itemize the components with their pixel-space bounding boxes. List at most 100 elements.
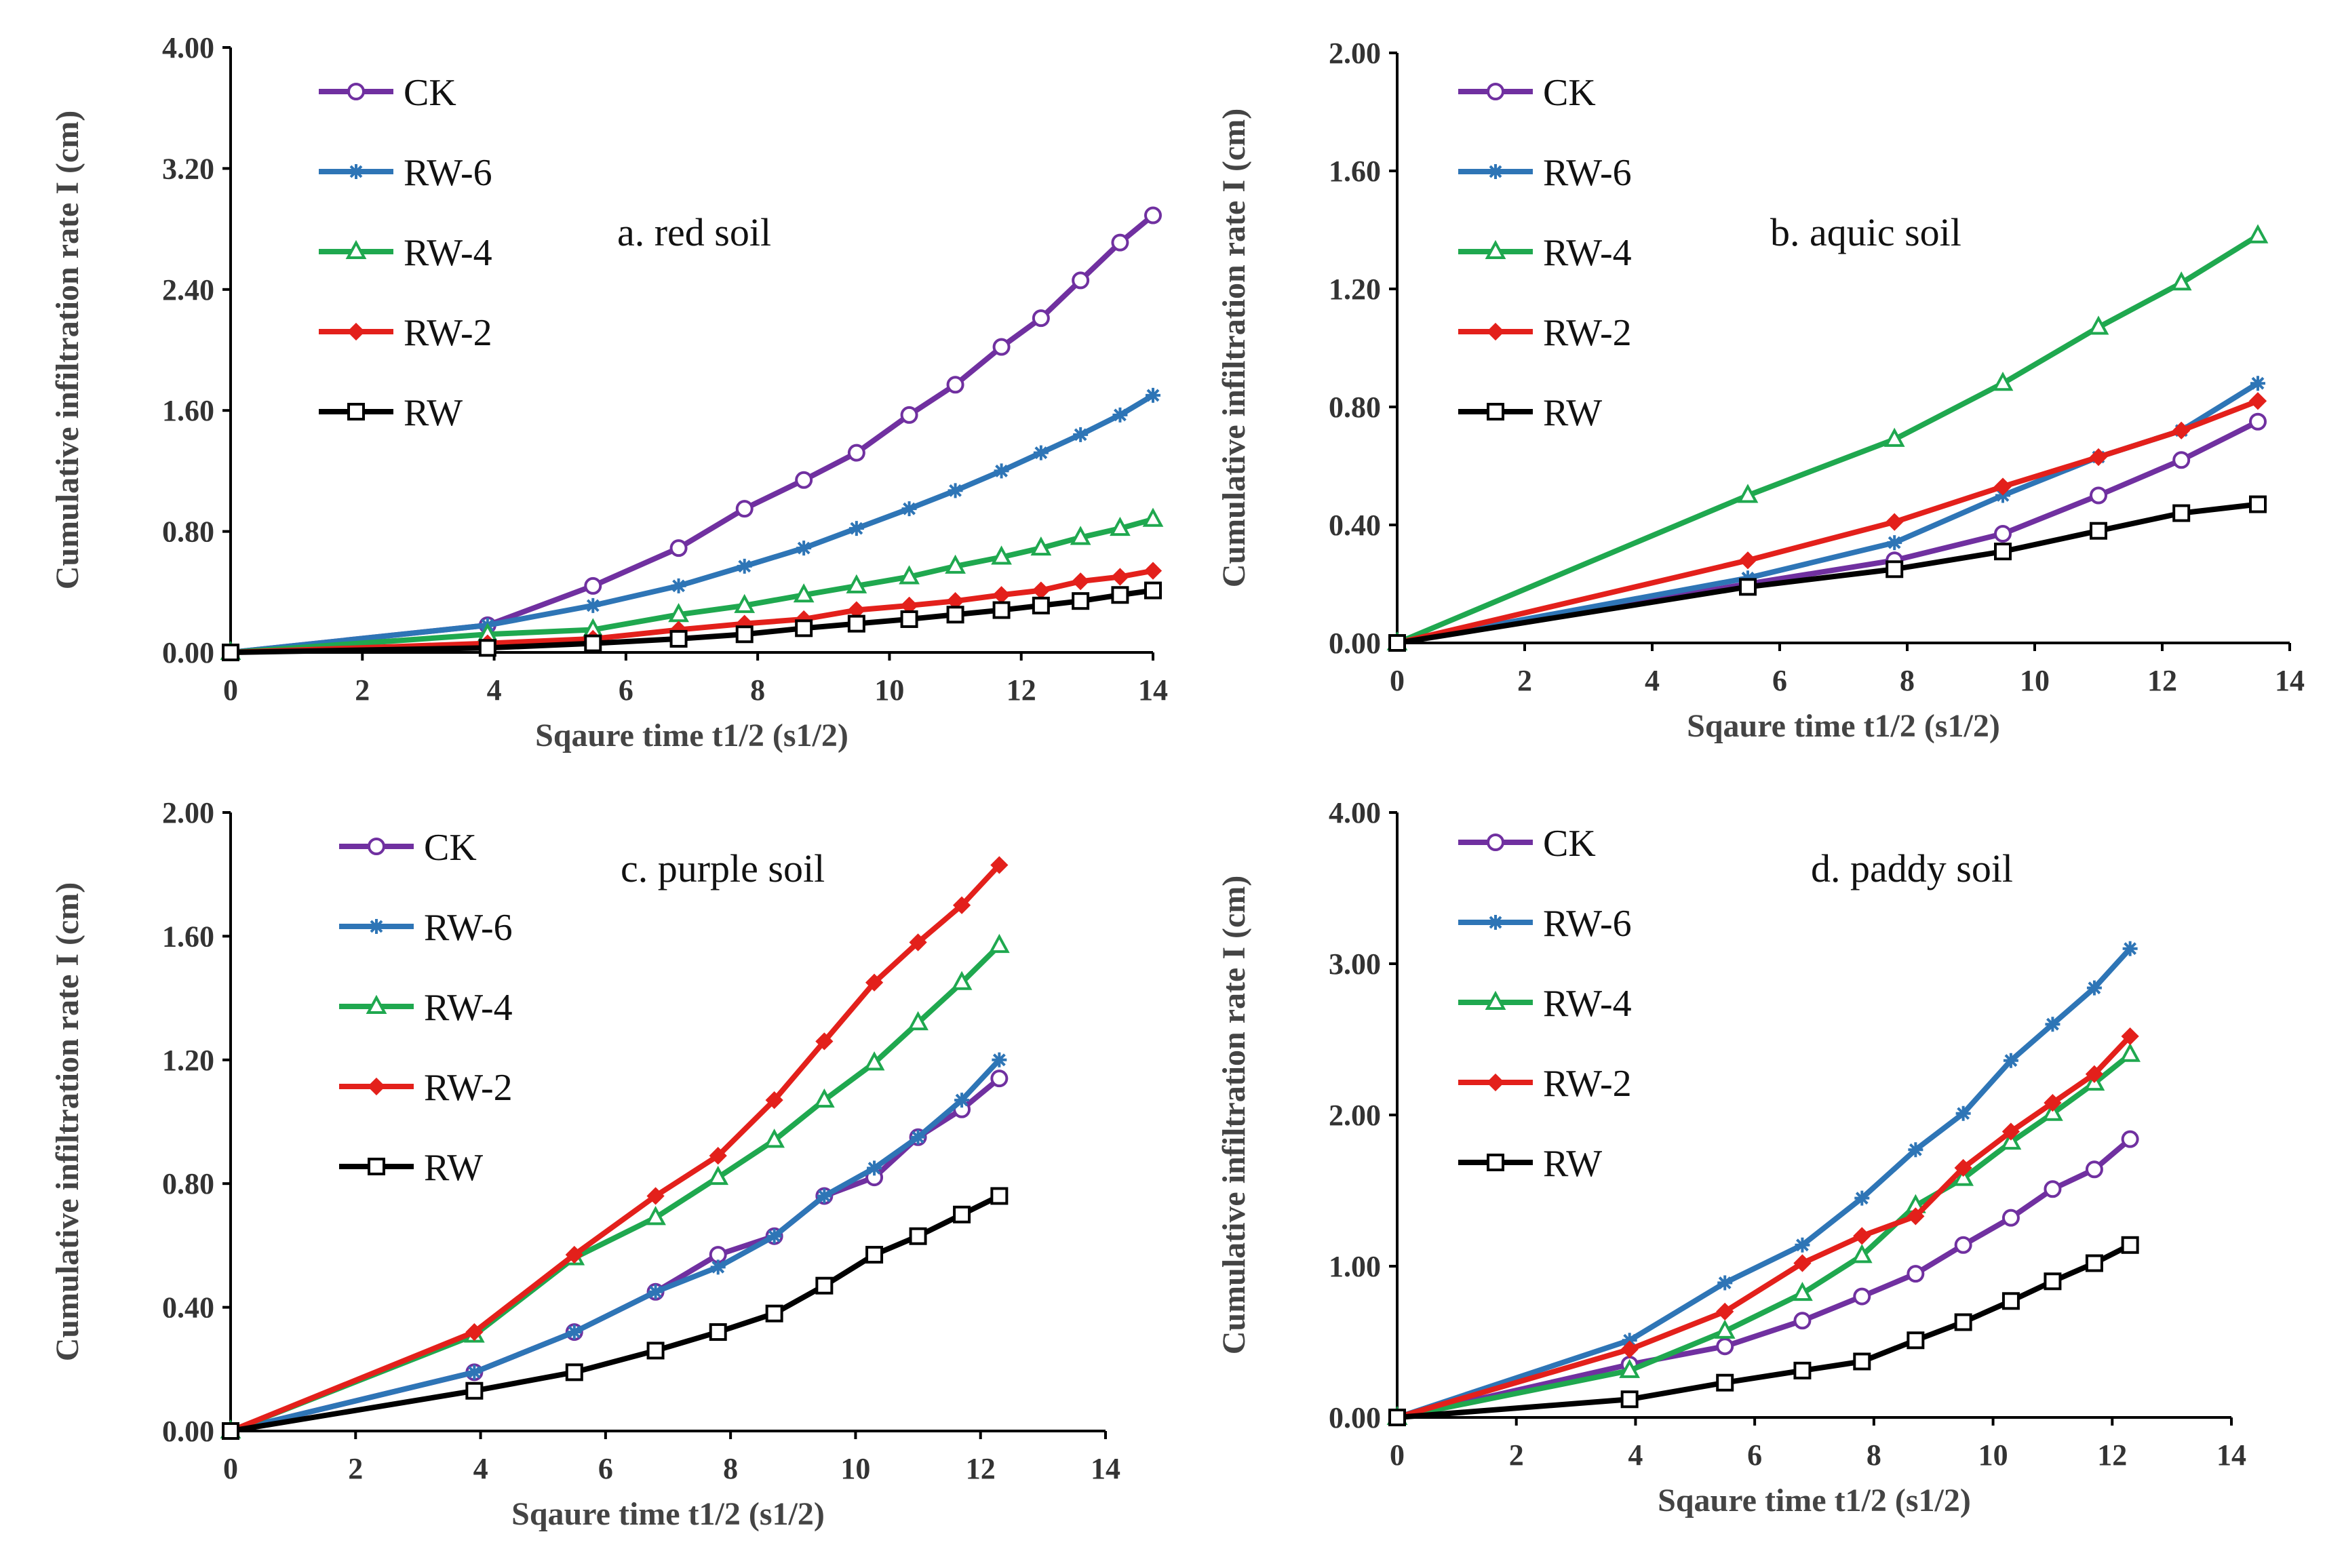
y-tick-label: 0.80 xyxy=(162,515,214,549)
legend-marker xyxy=(1486,322,1505,341)
y-tick-label: 0.40 xyxy=(1329,509,1381,542)
data-point xyxy=(899,565,920,585)
legend-label: RW-4 xyxy=(1543,232,1632,274)
x-tick-label: 10 xyxy=(2020,664,2050,697)
data-point xyxy=(2003,1053,2018,1068)
data-point xyxy=(222,1422,239,1440)
data-point xyxy=(951,971,973,990)
data-point xyxy=(846,574,867,593)
legend-item-rw-6: RW-6 xyxy=(1458,152,1632,194)
x-tick-label: 6 xyxy=(598,1452,613,1485)
legend-marker xyxy=(347,83,365,100)
data-point xyxy=(765,1091,783,1110)
data-point xyxy=(1993,477,2012,496)
series-rw-6 xyxy=(1390,941,2138,1425)
series-line xyxy=(228,943,1002,1434)
data-point xyxy=(847,614,865,633)
data-point xyxy=(1146,387,1160,403)
x-tick-label: 12 xyxy=(2097,1438,2127,1472)
legend-item-rw: RW xyxy=(319,392,463,434)
data-point xyxy=(584,576,602,595)
legend-marker xyxy=(347,403,365,420)
series-rw-2 xyxy=(1388,392,2267,652)
data-point xyxy=(2045,1017,2060,1032)
data-point xyxy=(2044,1180,2062,1198)
legend-item-rw-2: RW-2 xyxy=(339,1067,513,1109)
data-point xyxy=(2090,486,2107,505)
legend-item-rw-2: RW-2 xyxy=(1458,1063,1632,1105)
y-tick-label: 2.40 xyxy=(162,273,214,307)
data-point xyxy=(1111,568,1129,586)
data-point xyxy=(2172,504,2191,522)
x-axis-title: Sqaure time t1/2 (s1/2) xyxy=(511,1496,825,1532)
data-point xyxy=(1792,1281,1813,1301)
data-point xyxy=(992,586,1011,604)
data-point xyxy=(2249,412,2267,431)
data-point xyxy=(668,603,689,623)
y-tick-label: 1.20 xyxy=(1329,273,1381,306)
legend-label: RW xyxy=(404,392,463,434)
x-tick-label: 8 xyxy=(1900,664,1915,697)
data-point xyxy=(1032,581,1050,600)
data-point xyxy=(946,606,964,624)
data-point xyxy=(992,601,1011,619)
data-point xyxy=(988,933,1010,954)
y-tick-label: 0.00 xyxy=(162,1415,214,1448)
legend-label: RW-6 xyxy=(1543,152,1632,194)
data-point xyxy=(2172,421,2191,439)
data-point xyxy=(2044,1094,2062,1112)
data-point xyxy=(990,856,1009,874)
x-tick-label: 6 xyxy=(1747,1438,1762,1472)
series-rw-6 xyxy=(223,387,1160,660)
data-point xyxy=(863,1051,885,1071)
y-tick-label: 1.00 xyxy=(1329,1250,1381,1283)
legend-marker xyxy=(1487,83,1504,100)
data-point xyxy=(1030,536,1052,556)
y-tick-label: 1.60 xyxy=(162,394,214,427)
data-point xyxy=(1111,586,1129,604)
y-axis-title: Cumulative infiltration rate I (cm) xyxy=(1216,109,1252,588)
legend-item-rw-4: RW-4 xyxy=(319,232,492,274)
data-point xyxy=(1955,1105,1971,1121)
data-point xyxy=(1738,551,1757,570)
data-point xyxy=(907,1011,929,1031)
legend-marker xyxy=(1485,239,1506,259)
data-point xyxy=(2089,448,2108,467)
legend-marker xyxy=(1488,164,1503,179)
x-tick-label: 0 xyxy=(1390,1438,1405,1472)
data-point xyxy=(2085,1160,2103,1179)
legend-marker xyxy=(349,164,364,179)
legend-label: CK xyxy=(1543,823,1596,865)
series-line xyxy=(228,1076,1002,1434)
x-tick-label: 4 xyxy=(487,673,502,707)
data-point xyxy=(735,500,754,518)
data-point xyxy=(1144,581,1162,600)
data-point xyxy=(947,483,963,498)
data-point xyxy=(865,973,884,992)
data-point xyxy=(1851,1244,1873,1263)
data-point xyxy=(467,1365,482,1380)
x-tick-label: 2 xyxy=(348,1452,363,1485)
y-axis-title: Cumulative infiltration rate I (cm) xyxy=(50,111,85,590)
x-tick-label: 14 xyxy=(2216,1438,2246,1472)
series-line xyxy=(1394,1051,2133,1420)
data-point xyxy=(478,639,496,657)
legend-item-rw-6: RW-6 xyxy=(319,152,492,194)
data-point xyxy=(1994,525,2012,543)
legend-label: RW-4 xyxy=(424,987,513,1029)
data-point xyxy=(865,1246,884,1264)
data-point xyxy=(945,554,966,574)
x-tick-label: 10 xyxy=(1978,1438,2008,1472)
legend-label: RW-6 xyxy=(1543,903,1632,945)
data-point xyxy=(648,1284,663,1299)
data-point xyxy=(1716,1373,1734,1392)
legend-label: CK xyxy=(404,72,456,114)
data-point xyxy=(764,1129,785,1148)
data-point xyxy=(2119,1042,2141,1062)
series-line xyxy=(228,392,1156,655)
data-point xyxy=(645,1206,666,1226)
x-tick-label: 10 xyxy=(874,673,904,707)
y-tick-label: 0.80 xyxy=(162,1167,214,1200)
data-point xyxy=(2000,1130,2022,1150)
y-tick-label: 4.00 xyxy=(162,31,214,64)
